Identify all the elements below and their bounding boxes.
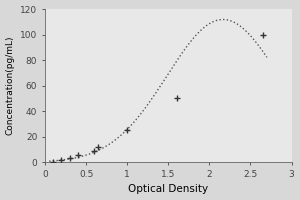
X-axis label: Optical Density: Optical Density: [128, 184, 208, 194]
Y-axis label: Concentration(pg/mL): Concentration(pg/mL): [6, 36, 15, 135]
